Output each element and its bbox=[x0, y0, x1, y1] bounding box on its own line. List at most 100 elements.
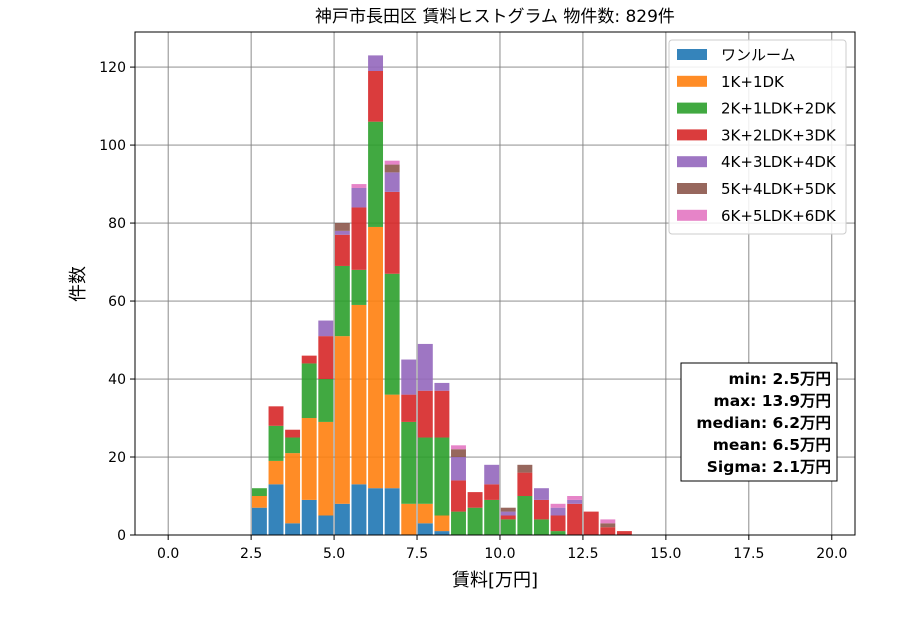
bar-segment bbox=[268, 460, 284, 485]
bar-segment bbox=[285, 523, 301, 535]
bar-segment bbox=[301, 355, 317, 364]
y-tick-label: 60 bbox=[108, 294, 126, 310]
bar-segment bbox=[417, 390, 433, 438]
legend-swatch bbox=[677, 183, 707, 194]
bar-segment bbox=[384, 488, 400, 535]
y-tick-label: 20 bbox=[108, 450, 126, 466]
bar-segment bbox=[268, 484, 284, 535]
y-tick-label: 120 bbox=[99, 60, 126, 76]
bar-segment bbox=[251, 507, 267, 535]
bar-segment bbox=[467, 507, 483, 535]
legend-swatch bbox=[677, 156, 707, 168]
bar-segment bbox=[434, 382, 450, 391]
bar-segment bbox=[417, 523, 433, 535]
stats-frame bbox=[680, 362, 838, 482]
bar-segment bbox=[401, 394, 417, 422]
bar-segment bbox=[384, 160, 400, 165]
bar-segment bbox=[384, 191, 400, 274]
bars bbox=[251, 55, 632, 535]
bar-segment bbox=[550, 503, 566, 508]
y-axis-label: 件数 bbox=[68, 266, 89, 302]
bar-segment bbox=[533, 488, 549, 500]
bar-segment bbox=[600, 523, 616, 528]
bar-segment bbox=[517, 472, 533, 497]
legend-label: 4K+3LDK+4DK bbox=[721, 153, 837, 171]
bar-segment bbox=[500, 519, 516, 535]
bar-segment bbox=[285, 453, 301, 524]
bar-segment bbox=[268, 425, 284, 461]
bar-segment bbox=[318, 336, 334, 380]
bar-segment bbox=[351, 484, 367, 535]
bar-segment bbox=[467, 492, 483, 508]
bar-segment bbox=[285, 429, 301, 438]
bar-segment bbox=[368, 121, 384, 227]
bar-segment bbox=[318, 379, 334, 422]
legend-label: ワンルーム bbox=[721, 46, 796, 64]
bar-segment bbox=[334, 336, 350, 504]
stats-line: min: 2.5万円 bbox=[728, 370, 831, 388]
bar-segment bbox=[567, 499, 583, 504]
bar-segment bbox=[351, 269, 367, 305]
bar-segment bbox=[368, 70, 384, 122]
bar-segment bbox=[268, 406, 284, 426]
bar-segment bbox=[251, 488, 267, 497]
bar-segment bbox=[500, 511, 516, 516]
bar-segment bbox=[484, 499, 500, 535]
legend-swatch bbox=[677, 129, 707, 141]
bar-segment bbox=[334, 230, 350, 235]
y-axis-ticks: 0 20 40 60 80 100 120 bbox=[99, 60, 135, 544]
bar-segment bbox=[401, 359, 417, 395]
y-tick-label: 0 bbox=[117, 528, 126, 544]
legend-swatch bbox=[677, 102, 707, 114]
x-tick-label: 17.5 bbox=[733, 546, 764, 562]
stats-line: max: 13.9万円 bbox=[714, 392, 831, 410]
legend-swatch bbox=[677, 49, 707, 60]
bar-segment bbox=[517, 464, 533, 473]
x-tick-label: 12.5 bbox=[567, 546, 598, 562]
bar-segment bbox=[368, 488, 384, 535]
x-tick-label: 10.0 bbox=[484, 546, 515, 562]
bar-segment bbox=[401, 503, 417, 535]
bar-segment bbox=[351, 187, 367, 208]
legend-label: 5K+4LDK+5DK bbox=[721, 180, 837, 198]
stats-line: mean: 6.5万円 bbox=[713, 436, 831, 454]
stats-box: min: 2.5万円 max: 13.9万円 median: 6.2万円 mean: … bbox=[680, 362, 838, 482]
bar-segment bbox=[517, 496, 533, 535]
bar-segment bbox=[500, 507, 516, 512]
bar-segment bbox=[351, 184, 367, 188]
bar-segment bbox=[567, 503, 583, 535]
stats-line: Sigma: 2.1万円 bbox=[707, 458, 831, 476]
x-tick-label: 5.0 bbox=[323, 546, 345, 562]
bar-segment bbox=[417, 503, 433, 524]
plot-frame bbox=[134, 31, 856, 536]
bar-segment bbox=[417, 437, 433, 504]
bar-segment bbox=[451, 445, 466, 450]
stats-line: median: 6.2万円 bbox=[696, 414, 831, 432]
bar-segment bbox=[384, 164, 400, 173]
bar-segment bbox=[567, 496, 583, 500]
bar-segment bbox=[251, 496, 267, 508]
x-axis-ticks: 0.0 2.5 5.0 7.5 10.0 12.5 15.0 17.5 20.0 bbox=[157, 535, 847, 562]
bar-segment bbox=[318, 320, 334, 337]
bar-segment bbox=[500, 515, 516, 520]
bar-segment bbox=[301, 418, 317, 500]
bar-segment bbox=[401, 421, 417, 504]
bar-segment bbox=[451, 457, 466, 481]
bar-segment bbox=[384, 273, 400, 395]
bar-segment bbox=[583, 511, 599, 535]
bar-segment bbox=[600, 519, 616, 524]
y-tick-label: 80 bbox=[108, 216, 126, 232]
bar-segment bbox=[533, 519, 549, 535]
x-tick-label: 15.0 bbox=[650, 546, 681, 562]
bar-segment bbox=[434, 437, 450, 516]
legend-label: 1K+1DK bbox=[721, 73, 785, 91]
bar-segment bbox=[334, 503, 350, 535]
bar-segment bbox=[484, 484, 500, 500]
bar-segment bbox=[285, 437, 301, 454]
legend-label: 2K+1LDK+2DK bbox=[721, 100, 837, 118]
legend-label: 6K+5LDK+6DK bbox=[721, 207, 837, 225]
legend-swatch bbox=[677, 75, 707, 87]
bar-segment bbox=[533, 499, 549, 520]
